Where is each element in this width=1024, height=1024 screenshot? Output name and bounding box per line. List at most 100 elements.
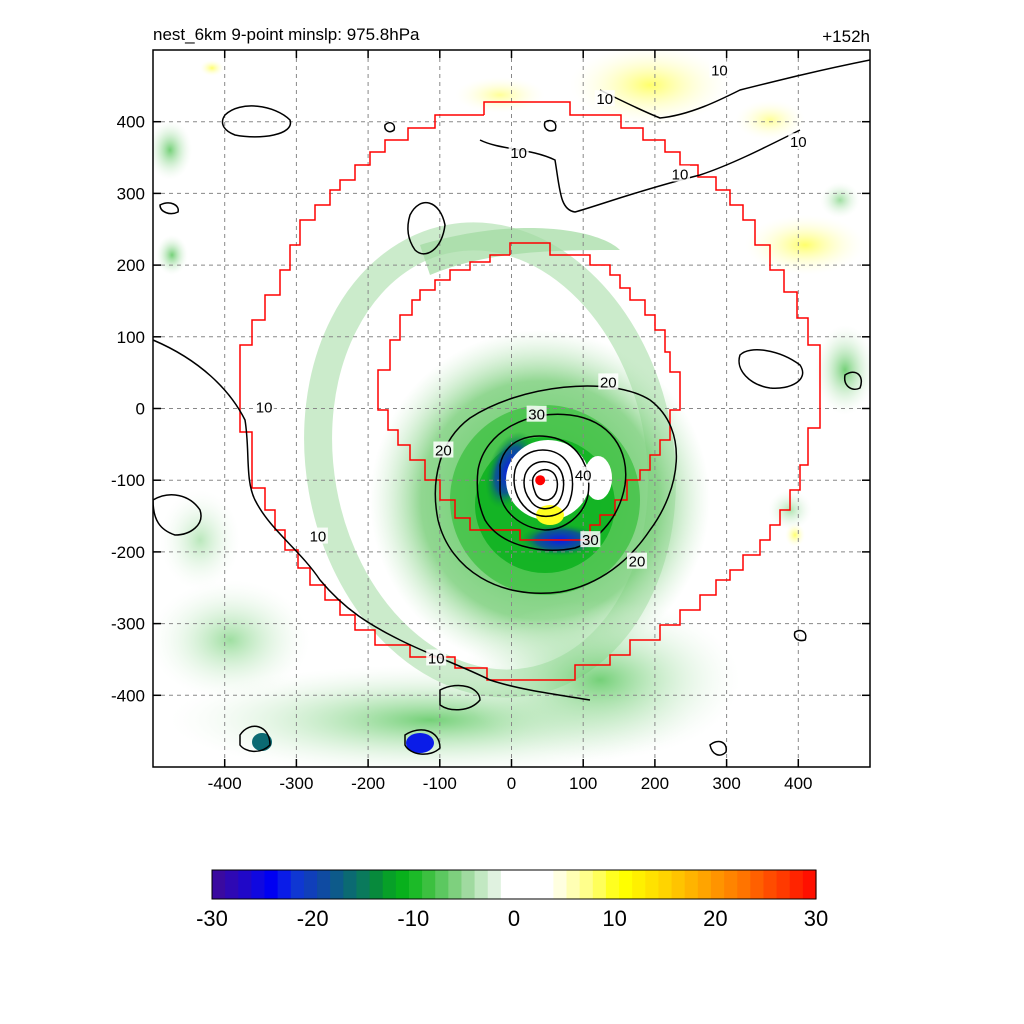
contour-label-7: 10 (428, 650, 445, 667)
contour-label-bg-3 (508, 143, 529, 160)
colorbar-swatch-42 (763, 870, 778, 899)
colorbar-swatch-35 (671, 870, 686, 899)
colorbar-swatch-15 (408, 870, 423, 899)
colorbar-label-0: -30 (196, 906, 228, 931)
north-yellow (570, 50, 730, 125)
contour-label-bg-11 (526, 405, 547, 422)
colorbar-swatch-7 (303, 870, 318, 899)
nw-yellow (200, 60, 224, 76)
nest-boundaries (239, 101, 821, 681)
contour-west-island (221, 105, 292, 138)
east-patch-2 (820, 182, 860, 218)
contour-label-6: 10 (310, 529, 327, 546)
inner-nest-boundary (377, 242, 681, 541)
colorbar-label-4: 10 (602, 906, 626, 931)
contour-lines (153, 59, 870, 756)
contour-core-2 (523, 460, 565, 510)
contour-label-4: 10 (672, 166, 689, 183)
colorbar-swatch-36 (684, 870, 699, 899)
y-tick-label-1: 300 (117, 184, 145, 203)
colorbar-label-5: 20 (703, 906, 727, 931)
contour-label-group: 10 10 10 10 10 10 10 10 20 20 20 30 30 40 (254, 61, 809, 667)
colorbar-swatch-14 (395, 870, 410, 899)
colorbar-label-3: 0 (508, 906, 520, 931)
sw-band (153, 580, 310, 700)
colorbar-swatch-0 (212, 870, 226, 899)
contour-small-5 (159, 202, 179, 215)
colorbar-labels: -30 -20 -10 0 10 20 30 (196, 906, 828, 931)
colorbar-swatch-12 (369, 870, 384, 899)
colorbar-label-2: -10 (397, 906, 429, 931)
contour-label-bg-0 (709, 61, 730, 78)
contour-label-0: 10 (711, 63, 728, 80)
contour-e-island (738, 349, 804, 389)
contour-core-3 (531, 469, 559, 501)
contour-label-1: 10 (596, 91, 613, 108)
contour-label-9: 20 (435, 443, 452, 460)
x-tick-label-6: 200 (641, 774, 669, 793)
south-blue (406, 733, 434, 753)
contour-40-ring (499, 435, 590, 531)
east-patch (815, 325, 870, 415)
contour-label-bg-6 (307, 527, 328, 544)
west-patch (153, 120, 192, 180)
storm-center-marker (535, 475, 546, 486)
colorbar-swatch-10 (343, 870, 358, 899)
colorbar-swatch-16 (422, 870, 436, 899)
colorbar-swatch-18 (448, 870, 463, 899)
contour-label-bg-7 (426, 649, 447, 666)
colorbar-swatch-20 (474, 870, 489, 899)
colorbar-swatch-9 (330, 870, 344, 899)
contour-s-island-2 (239, 725, 271, 753)
colorbar-label-6: 30 (804, 906, 828, 931)
contour-small-1 (384, 122, 396, 133)
colorbar-swatch-4 (264, 870, 279, 899)
south-blue-2 (252, 733, 272, 751)
colorbar-swatch-45 (802, 870, 817, 899)
colorbar-swatch-34 (658, 870, 673, 899)
contour-10-north (479, 129, 801, 213)
contour-label-bg-8 (598, 373, 619, 390)
contour-label-bg-10 (626, 552, 647, 569)
colorbar-swatch-39 (724, 870, 738, 899)
x-tick-label-4: 0 (507, 774, 516, 793)
colorbar-swatch-3 (251, 870, 266, 899)
contour-small-4 (843, 371, 862, 390)
colorbar-swatch-38 (710, 870, 725, 899)
ne-yellow-2 (735, 100, 805, 140)
colorbar-swatch-6 (290, 870, 305, 899)
y-tick-label-7: -300 (111, 615, 145, 634)
contour-se-island (709, 740, 727, 756)
contour-label-2: 10 (790, 134, 807, 151)
contour-small-2 (543, 119, 557, 132)
x-tick-label-1: -300 (279, 774, 313, 793)
colorbar-swatch-26 (553, 870, 568, 899)
contour-sw-island (153, 494, 202, 536)
y-tick-label-4: 0 (136, 400, 145, 419)
colorbar-swatch-43 (776, 870, 791, 899)
colorbar-swatch-31 (619, 870, 633, 899)
contour-label-3: 10 (510, 145, 527, 162)
se-yellow (785, 523, 805, 547)
contour-label-bg-2 (788, 133, 809, 150)
colorbar-swatch-28 (579, 870, 594, 899)
colorbar-swatch-21 (487, 870, 502, 899)
shaded-field (153, 50, 870, 767)
x-tick-label-7: 300 (712, 774, 740, 793)
colorbar-swatch-41 (750, 870, 765, 899)
contour-label-10: 20 (629, 554, 646, 571)
colorbar-label-1: -20 (297, 906, 329, 931)
title-left: nest_6km 9-point minslp: 975.8hPa (153, 25, 420, 44)
y-tick-label-2: 200 (117, 256, 145, 275)
colorbar-swatch-33 (645, 870, 660, 899)
colorbar-swatch-13 (382, 870, 397, 899)
x-tick-label-5: 100 (569, 774, 597, 793)
y-tick-label-5: -100 (111, 471, 145, 490)
contour-s-island-3 (404, 729, 441, 755)
contour-core-1 (513, 449, 574, 517)
x-tick-label-8: 400 (784, 774, 812, 793)
x-tick-label-0: -400 (208, 774, 242, 793)
contour-label-12: 30 (582, 532, 599, 549)
colorbar (212, 870, 817, 899)
contour-10-west (153, 339, 591, 701)
